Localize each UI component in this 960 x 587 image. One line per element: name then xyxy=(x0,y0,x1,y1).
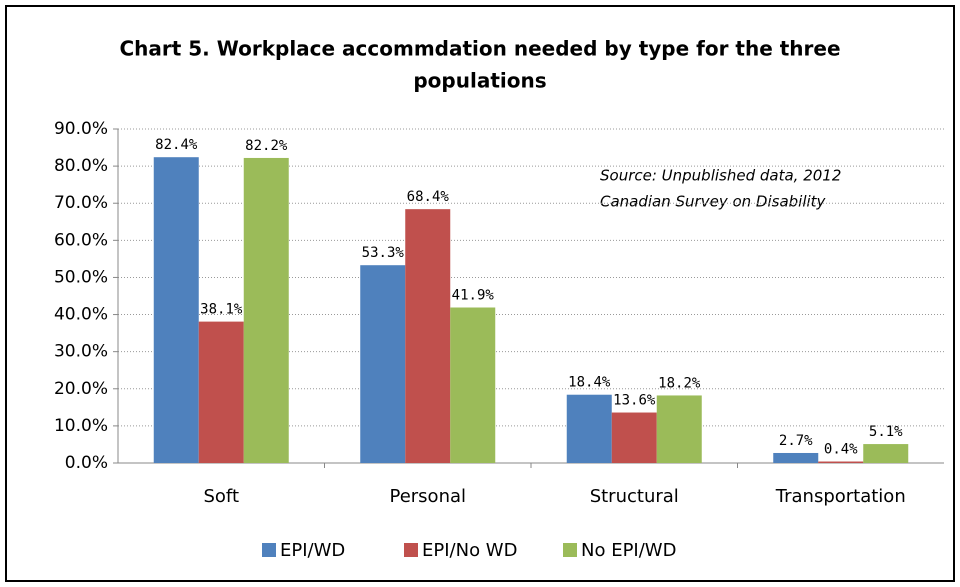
value-label: 68.4% xyxy=(407,189,450,205)
y-tick-label: 30.0% xyxy=(54,342,108,362)
legend-swatch xyxy=(404,543,418,557)
legend-swatch xyxy=(262,543,276,557)
y-tick-label: 40.0% xyxy=(54,305,108,325)
value-label: 18.2% xyxy=(658,375,701,391)
x-tick-label: Personal xyxy=(389,486,466,507)
legend-label: EPI/WD xyxy=(280,540,345,561)
legend-label: No EPI/WD xyxy=(581,540,676,561)
annotation: Canadian Survey on Disability xyxy=(600,193,827,211)
bar xyxy=(656,395,702,463)
value-label: 0.4% xyxy=(824,442,858,458)
bar xyxy=(360,265,406,463)
value-label: 53.3% xyxy=(362,245,405,261)
value-label: 13.6% xyxy=(613,393,656,409)
y-tick-label: 50.0% xyxy=(54,267,108,287)
chart-title: populations xyxy=(413,69,546,93)
value-label: 5.1% xyxy=(869,424,903,440)
y-tick-label: 60.0% xyxy=(54,230,108,250)
y-tick-label: 80.0% xyxy=(54,156,108,176)
y-tick-label: 0.0% xyxy=(65,453,108,473)
legend-label: EPI/No WD xyxy=(422,540,517,561)
x-tick-label: Soft xyxy=(203,486,239,507)
bar xyxy=(450,307,496,463)
bar xyxy=(153,157,199,463)
bar xyxy=(818,461,864,463)
y-tick-label: 70.0% xyxy=(54,193,108,213)
bar xyxy=(611,412,657,463)
x-tick-label: Transportation xyxy=(775,486,906,507)
bar xyxy=(198,321,244,463)
value-label: 38.1% xyxy=(200,302,243,318)
value-label: 82.2% xyxy=(245,138,288,154)
bar xyxy=(405,209,451,463)
y-tick-label: 20.0% xyxy=(54,379,108,399)
value-label: 41.9% xyxy=(452,288,495,304)
x-tick-label: Structural xyxy=(590,486,679,507)
legend-swatch xyxy=(563,543,577,557)
bar xyxy=(243,157,289,464)
annotation: Source: Unpublished data, 2012 xyxy=(600,167,841,185)
value-label: 2.7% xyxy=(779,433,813,449)
y-tick-label: 90.0% xyxy=(54,119,108,139)
bar xyxy=(566,394,612,463)
chart-title: Chart 5. Workplace accommdation needed b… xyxy=(119,37,840,61)
y-tick-label: 10.0% xyxy=(54,416,108,436)
value-label: 82.4% xyxy=(155,137,198,153)
bar xyxy=(863,444,909,463)
value-label: 18.4% xyxy=(568,375,611,391)
bar xyxy=(773,452,819,463)
